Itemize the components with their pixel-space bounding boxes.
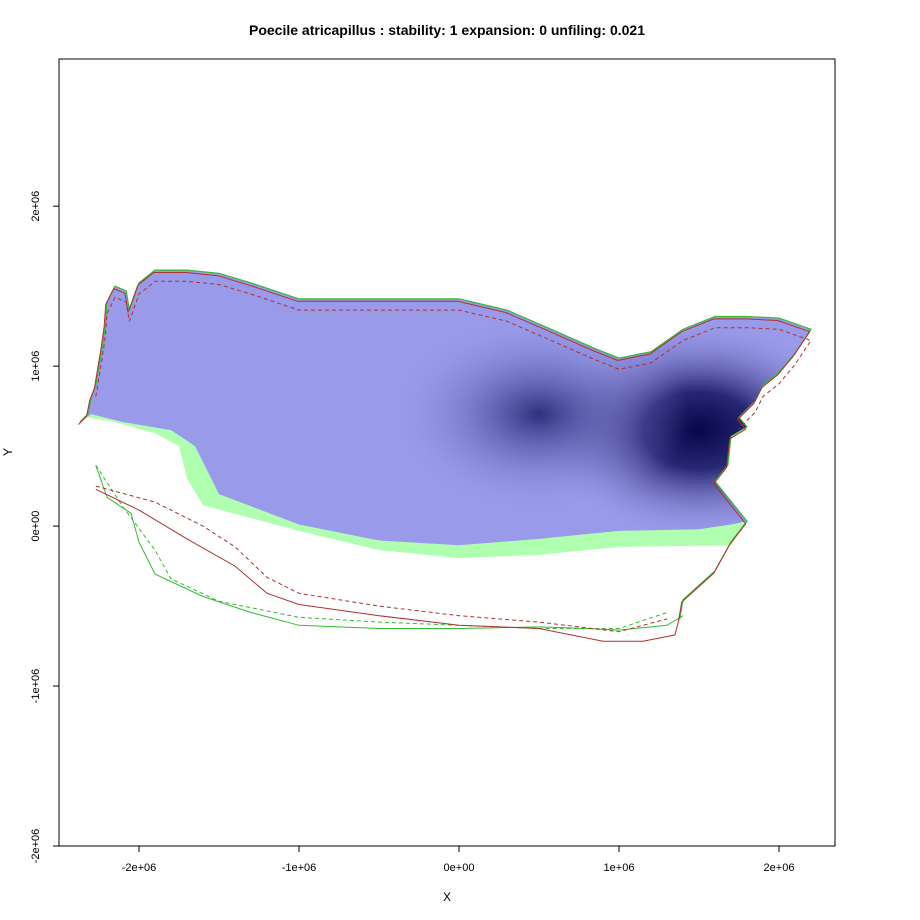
contour-red-dashed (95, 280, 812, 429)
chart-title: Poecile atricapillus : stability: 1 expa… (249, 22, 645, 38)
y-axis: -2e+06 -1e+06 0e+00 1e+06 2e+06 (30, 191, 59, 864)
contour-red-lower-dashed (95, 485, 668, 633)
x-axis: -2e+06 -1e+06 0e+00 1e+06 2e+06 (122, 846, 795, 874)
range-contours (78, 269, 812, 642)
y-tick-label: 2e+06 (30, 191, 42, 222)
plot-frame (58, 58, 836, 847)
x-tick-label: -2e+06 (122, 862, 157, 874)
contour-red-lower (95, 488, 681, 642)
contour-red-solid (78, 272, 811, 622)
x-tick-label: 0e+00 (444, 862, 475, 874)
y-tick-label: 0e+00 (30, 511, 42, 542)
contour-green-lower (95, 465, 684, 631)
y-tick-label: -2e+06 (30, 829, 42, 864)
x-tick-label: 1e+06 (604, 862, 635, 874)
density-surface (79, 270, 812, 546)
y-tick-label: -1e+06 (30, 669, 42, 704)
density-hotspot (389, 314, 689, 515)
x-tick-label: -1e+06 (282, 862, 317, 874)
x-axis-label: X (443, 890, 451, 904)
contour-green-dashed (95, 465, 668, 629)
x-tick-label: 2e+06 (764, 862, 795, 874)
y-axis-label: Y (1, 448, 15, 456)
y-tick-label: 1e+06 (30, 351, 42, 382)
